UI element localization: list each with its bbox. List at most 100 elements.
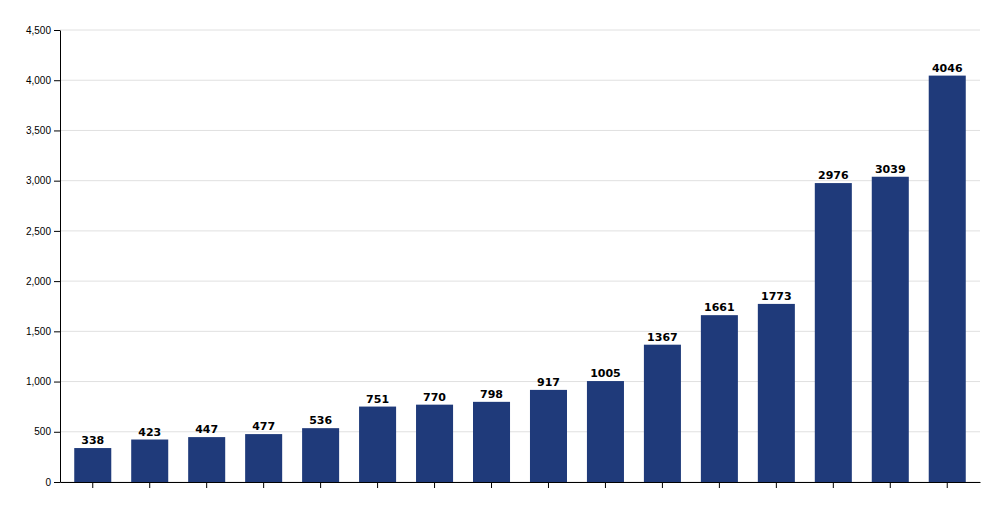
x-tick-mark	[263, 482, 264, 488]
data-label: 4046	[932, 62, 963, 75]
data-label: 1773	[761, 290, 792, 303]
data-label: 447	[195, 423, 218, 436]
bar	[815, 183, 852, 482]
data-label: 423	[138, 426, 161, 439]
y-tick: 500	[34, 426, 60, 437]
bar	[872, 177, 909, 482]
grid	[60, 30, 980, 482]
grid-line	[60, 30, 980, 31]
bar	[188, 437, 225, 482]
x-tick	[833, 482, 834, 488]
y-tick-label: 3,000	[26, 175, 51, 186]
y-tick-mark	[54, 382, 60, 383]
x-tick-mark	[206, 482, 207, 488]
y-axis-line	[60, 31, 61, 483]
x-tick	[434, 482, 435, 488]
bar	[929, 76, 966, 482]
x-tick	[491, 482, 492, 488]
data-label: 3039	[875, 163, 906, 176]
bar	[758, 304, 795, 482]
x-tick	[263, 482, 264, 488]
data-labels: 3384234474775367517707989171005136716611…	[81, 62, 963, 447]
bar	[359, 407, 396, 482]
y-tick: 1,500	[26, 326, 60, 337]
x-tick	[890, 482, 891, 488]
y-tick-mark	[54, 80, 60, 81]
y-tick-label: 4,500	[26, 25, 51, 36]
x-tick-mark	[662, 482, 663, 488]
x-tick	[92, 482, 93, 488]
data-label: 338	[81, 434, 104, 447]
y-axis: 0 500 1,000 1,500 2,000 2,500 3,000 3,500 4,000 4…	[26, 25, 61, 488]
y-tick-label: 500	[34, 426, 51, 437]
y-tick-mark	[54, 181, 60, 182]
y-tick-label: 3,500	[26, 125, 51, 136]
bar	[302, 428, 339, 482]
y-tick: 2,500	[26, 226, 60, 237]
bar	[644, 345, 681, 482]
x-tick	[605, 482, 606, 488]
y-tick-mark	[54, 331, 60, 332]
x-tick-mark	[92, 482, 93, 488]
y-tick-mark	[54, 130, 60, 131]
x-tick-mark	[947, 482, 948, 488]
data-label: 1661	[704, 301, 735, 314]
x-tick-mark	[377, 482, 378, 488]
y-tick-label: 2,000	[26, 276, 51, 287]
x-tick	[320, 482, 321, 488]
x-tick-mark	[776, 482, 777, 488]
x-tick-mark	[434, 482, 435, 488]
y-tick: 3,000	[26, 175, 60, 186]
x-tick-mark	[833, 482, 834, 488]
y-tick: 3,500	[26, 125, 60, 136]
x-axis	[61, 482, 981, 488]
x-tick-mark	[149, 482, 150, 488]
y-tick-mark	[54, 281, 60, 282]
bar	[245, 434, 282, 482]
bar	[530, 390, 567, 482]
bars	[74, 76, 966, 482]
x-tick	[719, 482, 720, 488]
data-label: 1005	[590, 367, 621, 380]
y-tick-mark	[54, 30, 60, 31]
grid-line	[60, 130, 980, 131]
data-label: 1367	[647, 331, 678, 344]
bar	[131, 440, 168, 482]
plot-area: 3384234474775367517707989171005136716611…	[26, 25, 981, 488]
y-tick: 1,000	[26, 376, 60, 387]
x-tick-mark	[548, 482, 549, 488]
x-tick	[776, 482, 777, 488]
data-label: 2976	[818, 169, 849, 182]
x-tick	[149, 482, 150, 488]
y-tick-label: 4,000	[26, 75, 51, 86]
data-label: 917	[537, 376, 560, 389]
x-tick-mark	[320, 482, 321, 488]
bar	[416, 405, 453, 482]
y-tick-label: 1,500	[26, 326, 51, 337]
y-tick: 4,500	[26, 25, 60, 36]
y-tick-mark	[54, 432, 60, 433]
y-tick-mark	[54, 482, 60, 483]
y-tick-mark	[54, 231, 60, 232]
y-tick-label: 1,000	[26, 376, 51, 387]
x-tick-mark	[719, 482, 720, 488]
data-label: 477	[252, 420, 275, 433]
y-tick-label: 2,500	[26, 226, 51, 237]
y-tick: 2,000	[26, 276, 60, 287]
chart-container: 3384234474775367517707989171005136716611…	[0, 0, 1000, 522]
bar	[587, 381, 624, 482]
x-tick-mark	[890, 482, 891, 488]
x-axis-line	[61, 482, 981, 483]
data-label: 751	[366, 393, 389, 406]
x-tick	[548, 482, 549, 488]
y-tick-label: 0	[45, 477, 51, 488]
x-tick	[377, 482, 378, 488]
x-tick-mark	[605, 482, 606, 488]
x-tick	[947, 482, 948, 488]
data-label: 798	[480, 388, 503, 401]
grid-line	[60, 80, 980, 81]
y-tick: 4,000	[26, 75, 60, 86]
x-tick	[662, 482, 663, 488]
bar	[701, 315, 738, 482]
bar	[473, 402, 510, 482]
